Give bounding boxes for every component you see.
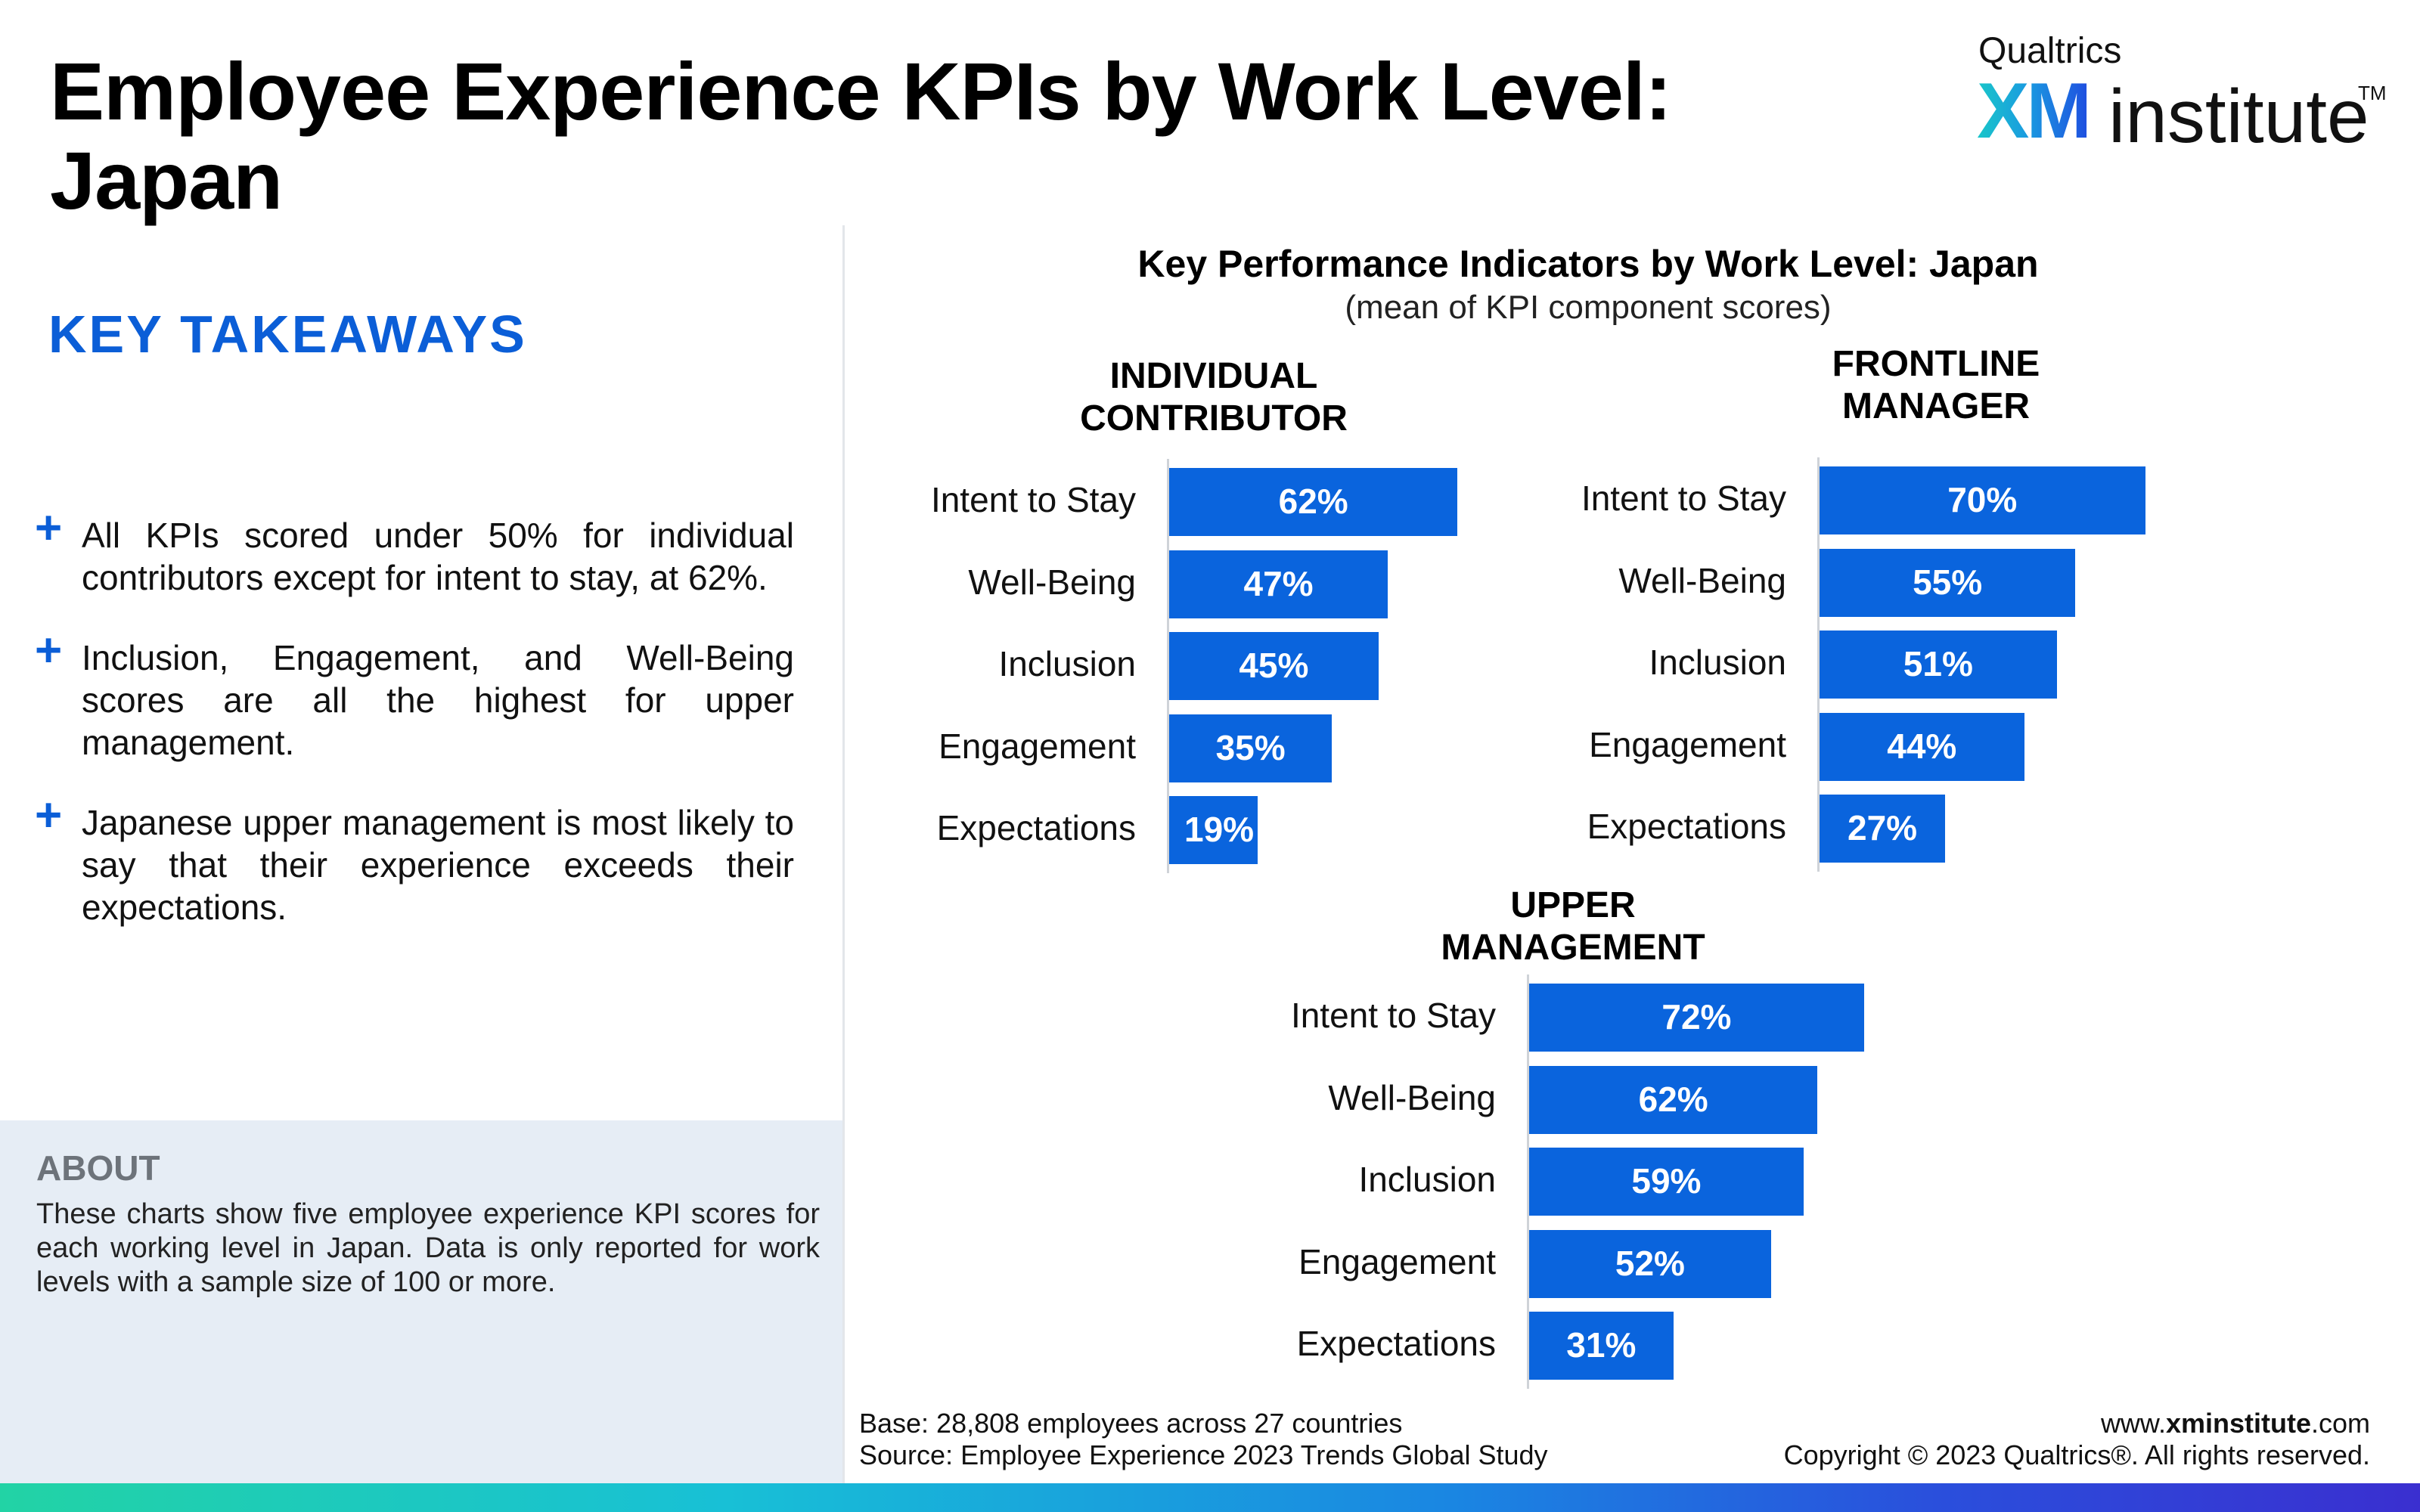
bar-value-label: 19%: [1184, 810, 1255, 849]
footer-source-text: Source: Employee Experience 2023 Trends …: [859, 1439, 1548, 1470]
bar: [1529, 1229, 1771, 1298]
panel-title: FRONTLINE MANAGER: [1832, 344, 2040, 426]
bar-value-label: 62%: [1638, 1079, 1708, 1119]
bar: [1169, 796, 1258, 864]
bar-value-label: 52%: [1615, 1243, 1685, 1283]
bar: [1820, 548, 2076, 617]
bar: [1169, 714, 1333, 782]
takeaways-list: + All KPIs scored under 50% for individu…: [35, 505, 794, 966]
footer-base-text: Base: 28,808 employees across 27 countri…: [859, 1408, 1403, 1439]
takeaway-item: + All KPIs scored under 50% for individu…: [35, 505, 794, 599]
axis-line: [1527, 974, 1529, 1389]
category-label: Engagement: [939, 726, 1136, 766]
takeaway-item: + Japanese upper management is most like…: [35, 792, 794, 928]
bar: [1529, 1065, 1818, 1134]
category-label: Expectations: [936, 808, 1136, 847]
axis-line: [1167, 459, 1169, 873]
chart-title: Key Performance Indicators by Work Level…: [1137, 243, 2039, 285]
logo-xm-text: XM: [1977, 67, 2092, 155]
bar-value-label: 72%: [1661, 997, 1732, 1036]
about-heading: ABOUT: [36, 1148, 160, 1188]
bar: [1529, 1312, 1674, 1380]
bar-value-label: 51%: [1903, 644, 1973, 683]
plus-icon: +: [35, 789, 63, 841]
category-label: Engagement: [1589, 724, 1786, 764]
takeaway-text: All KPIs scored under 50% for individual…: [82, 516, 794, 597]
bar: [1820, 712, 2024, 781]
bar-value-label: 59%: [1631, 1161, 1702, 1201]
takeaway-text: Inclusion, Engagement, and Well-Being sc…: [82, 638, 794, 762]
category-label: Expectations: [1296, 1324, 1496, 1363]
category-label: Well-Being: [1618, 560, 1786, 600]
logo-tm-text: TM: [2358, 82, 2387, 104]
footer-website[interactable]: www.xminstitute.com: [1784, 1408, 2370, 1439]
xm-institute-logo: Qualtrics XM institute TM: [1974, 27, 2397, 156]
plus-icon: +: [35, 624, 63, 677]
axis-line: [1817, 457, 1820, 872]
website-prefix: www.: [2100, 1408, 2166, 1439]
footer-copyright-block: www.xminstitute.com Copyright © 2023 Qua…: [1784, 1408, 2370, 1471]
bar-value-label: 47%: [1243, 563, 1314, 603]
takeaway-item: + Inclusion, Engagement, and Well-Being …: [35, 627, 794, 764]
category-label: Intent to Stay: [1290, 996, 1496, 1035]
bar-value-label: 35%: [1215, 727, 1286, 767]
category-label: Inclusion: [1358, 1160, 1496, 1199]
category-label: Well-Being: [968, 562, 1136, 602]
bar-value-label: 44%: [1887, 726, 1957, 766]
bar-value-label: 62%: [1278, 482, 1348, 521]
bar: [1820, 795, 1946, 863]
bottom-gradient-bar: [0, 1483, 2420, 1512]
category-label: Well-Being: [1328, 1077, 1496, 1117]
about-panel: ABOUT These charts show five employee ex…: [0, 1120, 842, 1486]
category-label: Intent to Stay: [1581, 479, 1786, 518]
chart-subtitle: (mean of KPI component scores): [1345, 289, 1832, 326]
bar-value-label: 55%: [1913, 562, 1983, 602]
bar: [1820, 466, 2145, 534]
page-title: Employee Experience KPIs by Work Level: …: [50, 45, 1672, 226]
category-label: Inclusion: [998, 644, 1136, 683]
category-label: Inclusion: [1649, 643, 1786, 682]
key-takeaways-heading: KEY TAKEAWAYS: [48, 305, 527, 364]
plus-icon: +: [35, 502, 63, 554]
footer-source: Base: 28,808 employees across 27 countri…: [859, 1408, 1548, 1471]
category-label: Expectations: [1587, 807, 1786, 846]
category-label: Intent to Stay: [930, 480, 1136, 519]
logo-institute-text: institute: [2108, 74, 2369, 159]
bar-value-label: 27%: [1847, 808, 1918, 847]
website-bold: xminstitute: [2165, 1408, 2311, 1439]
panel-title: INDIVIDUAL CONTRIBUTOR: [1080, 356, 1348, 438]
about-text: These charts show five employee experien…: [36, 1198, 820, 1298]
bar-value-label: 31%: [1566, 1325, 1637, 1365]
bar: [1529, 1148, 1804, 1216]
bar-value-label: 45%: [1239, 646, 1309, 685]
category-label: Engagement: [1298, 1241, 1496, 1281]
panel-title: UPPER MANAGEMENT: [1441, 885, 1705, 968]
website-suffix: .com: [2310, 1408, 2370, 1439]
footer-copyright-text: Copyright © 2023 Qualtrics®. All rights …: [1783, 1439, 2370, 1470]
logo-qualtrics-text: Qualtrics: [1978, 31, 2122, 71]
bar: [1169, 468, 1458, 536]
bar-value-label: 70%: [1947, 480, 2018, 519]
takeaway-text: Japanese upper management is most likely…: [82, 803, 794, 927]
column-divider: [842, 225, 845, 1486]
bar: [1169, 550, 1388, 618]
bar: [1529, 984, 1864, 1052]
bar: [1169, 632, 1379, 700]
bar: [1820, 631, 2057, 699]
